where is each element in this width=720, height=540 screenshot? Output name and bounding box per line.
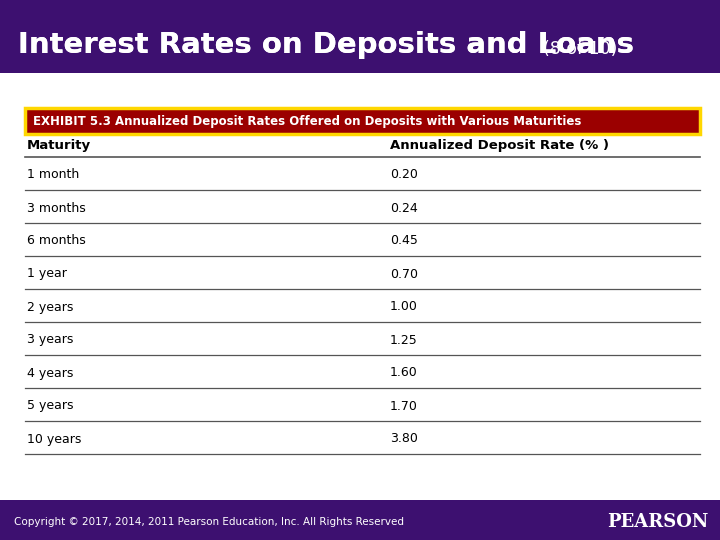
Text: 3 years: 3 years bbox=[27, 334, 73, 347]
Bar bbox=[25, 108, 700, 134]
Text: Annualized Deposit Rate (% ): Annualized Deposit Rate (% ) bbox=[390, 138, 609, 152]
Text: Interest Rates on Deposits and Loans: Interest Rates on Deposits and Loans bbox=[18, 31, 634, 59]
Text: Maturity: Maturity bbox=[27, 138, 91, 152]
Text: 10 years: 10 years bbox=[27, 433, 81, 446]
Text: 1.60: 1.60 bbox=[390, 367, 418, 380]
Text: 3 months: 3 months bbox=[27, 201, 86, 214]
Text: Interest Rates on Deposits and Loans: Interest Rates on Deposits and Loans bbox=[18, 31, 634, 59]
Text: 1.70: 1.70 bbox=[390, 400, 418, 413]
Text: (8 of 10): (8 of 10) bbox=[543, 40, 617, 58]
Bar bbox=[0, 0, 720, 73]
Text: 0.20: 0.20 bbox=[390, 168, 418, 181]
Text: 0.24: 0.24 bbox=[390, 201, 418, 214]
Text: EXHIBIT 5.3 Annualized Deposit Rates Offered on Deposits with Various Maturities: EXHIBIT 5.3 Annualized Deposit Rates Off… bbox=[33, 114, 581, 127]
Bar bbox=[0, 73, 720, 500]
Text: 6 months: 6 months bbox=[27, 234, 86, 247]
Text: 1.00: 1.00 bbox=[390, 300, 418, 314]
Text: 1 month: 1 month bbox=[27, 168, 79, 181]
Text: 5 years: 5 years bbox=[27, 400, 73, 413]
Text: Copyright © 2017, 2014, 2011 Pearson Education, Inc. All Rights Reserved: Copyright © 2017, 2014, 2011 Pearson Edu… bbox=[14, 517, 404, 527]
Text: 4 years: 4 years bbox=[27, 367, 73, 380]
Text: 0.45: 0.45 bbox=[390, 234, 418, 247]
Text: 1 year: 1 year bbox=[27, 267, 67, 280]
Text: 1.25: 1.25 bbox=[390, 334, 418, 347]
Text: 2 years: 2 years bbox=[27, 300, 73, 314]
Text: PEARSON: PEARSON bbox=[607, 513, 708, 531]
Text: 3.80: 3.80 bbox=[390, 433, 418, 446]
Bar bbox=[0, 500, 720, 540]
Text: 0.70: 0.70 bbox=[390, 267, 418, 280]
